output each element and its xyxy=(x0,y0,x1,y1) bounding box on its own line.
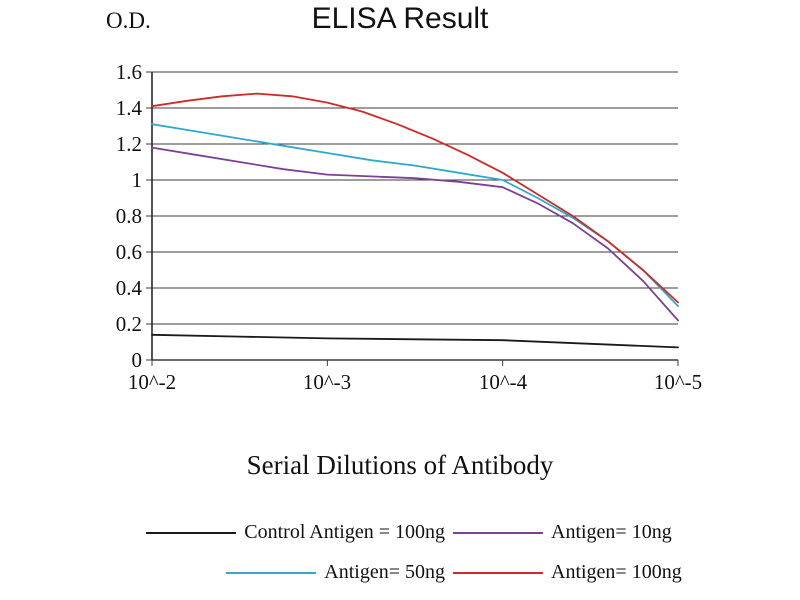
y-tick-label: 1.4 xyxy=(115,96,142,120)
legend-item-control-antigen-100ng: Control Antigen = 100ng xyxy=(146,521,445,544)
series-line-3 xyxy=(151,92,679,304)
series-line-2 xyxy=(151,123,679,307)
x-tick-label: 10^-3 xyxy=(302,370,352,394)
series-line-0 xyxy=(151,333,679,349)
legend-line-control-antigen-100ng xyxy=(146,531,237,534)
legend-item-antigen-100ng: Antigen= 100ng xyxy=(453,561,682,584)
x-tick-label: 10^-2 xyxy=(127,370,177,394)
y-tick-label: 0.4 xyxy=(115,276,142,300)
y-tick-label: 0.8 xyxy=(115,204,142,228)
legend-label: Antigen= 100ng xyxy=(551,561,682,583)
legend-label: Antigen= 50ng xyxy=(324,561,445,583)
legend-item-antigen-10ng: Antigen= 10ng xyxy=(453,521,672,544)
legend-line-antigen-100ng xyxy=(453,571,543,574)
y-tick-label: 1.6 xyxy=(115,60,142,84)
legend-label: Antigen= 10ng xyxy=(551,521,672,543)
series-line-1 xyxy=(151,146,679,322)
legend-label: Control Antigen = 100ng xyxy=(244,521,445,543)
chart-legend: Control Antigen = 100ng Antigen= 10ng An… xyxy=(0,521,800,584)
legend-line-antigen-10ng xyxy=(453,531,543,534)
y-tick-label: 0.2 xyxy=(115,312,142,336)
legend-item-antigen-50ng: Antigen= 50ng xyxy=(226,561,445,584)
legend-line-antigen-50ng xyxy=(226,571,317,574)
x-axis-title: Serial Dilutions of Antibody xyxy=(246,450,554,480)
y-axis-title: O.D. xyxy=(106,8,151,33)
chart-title: ELISA Result xyxy=(311,2,489,35)
y-tick-label: 1.2 xyxy=(115,132,142,156)
x-tick-label: 10^-5 xyxy=(653,370,703,394)
y-tick-label: 0.6 xyxy=(115,240,142,264)
y-tick-label: 1 xyxy=(131,168,143,192)
y-tick-label: 0 xyxy=(131,348,143,372)
x-tick-label: 10^-4 xyxy=(478,370,528,394)
